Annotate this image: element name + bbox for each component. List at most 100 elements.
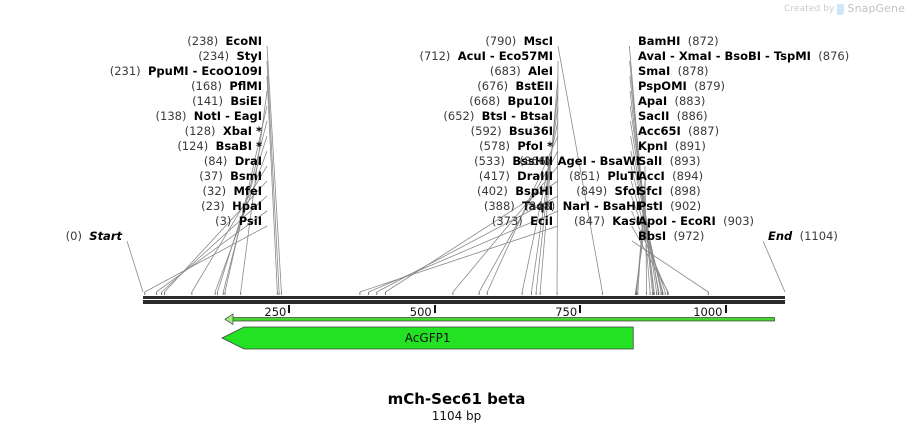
enzyme-name: Bsu36I	[508, 124, 553, 138]
transcript-arrow[interactable]	[224, 313, 775, 326]
enzyme-names: ApoI - EcoRI	[638, 214, 716, 228]
restriction-site-label[interactable]: (849) SfoI	[576, 185, 640, 198]
restriction-site-label[interactable]: Acc65I (887)	[638, 125, 719, 138]
plasmid-length: 1104 bp	[431, 409, 482, 423]
enzyme-names: PsiI	[239, 214, 262, 228]
restriction-site-label[interactable]: SfcI (898)	[638, 185, 701, 198]
enzyme-names: NotI - EagI	[193, 109, 262, 123]
restriction-site-label[interactable]: SmaI (878)	[638, 65, 709, 78]
site-position: (883)	[674, 94, 706, 108]
restriction-site-label[interactable]: PstI (902)	[638, 200, 701, 213]
restriction-site-label[interactable]: (683) AleI	[490, 65, 553, 78]
enzyme-name: SacII	[638, 109, 670, 123]
restriction-site-label[interactable]: (652) BtsI - BtsaI	[443, 110, 553, 123]
restriction-site-label[interactable]: (851) PluTI	[569, 170, 640, 183]
restriction-site-label[interactable]: (234) StyI	[198, 50, 262, 63]
feature-arrow[interactable]	[221, 326, 634, 350]
restriction-site-label[interactable]: SacII (886)	[638, 110, 708, 123]
site-position: (168)	[191, 79, 222, 93]
restriction-site-label[interactable]: (168) PflMI	[191, 80, 262, 93]
restriction-site-label[interactable]: AvaI - XmaI - BsoBI - TspMI (876)	[638, 50, 849, 63]
watermark-prefix: Created by	[783, 3, 835, 14]
restriction-site-label[interactable]: (417) DraIII	[479, 170, 553, 183]
restriction-site-label[interactable]: (676) BstEII	[477, 80, 553, 93]
restriction-site-label[interactable]: (138) NotI - EagI	[156, 110, 262, 123]
restriction-site-label[interactable]: ApaI (883)	[638, 95, 705, 108]
enzyme-name: EcoO109I	[201, 64, 262, 78]
restriction-site-label[interactable]: (402) BspHI	[477, 185, 553, 198]
end-label[interactable]: End (1104)	[768, 230, 838, 243]
enzyme-names: NarI - BsaHI	[562, 199, 640, 213]
restriction-site-label[interactable]: SalI (893)	[638, 155, 701, 168]
site-position: (878)	[677, 64, 709, 78]
restriction-site-label[interactable]: (866) AgeI - BsaWI	[519, 155, 640, 168]
ruler-label: 1000	[693, 305, 723, 319]
ruler-tick	[288, 305, 291, 313]
restriction-site-label[interactable]: (37) BsmI	[199, 170, 262, 183]
feature-label: AcGFP1	[404, 331, 451, 345]
enzyme-name: PpuMI	[148, 64, 189, 78]
end-position: (1104)	[799, 229, 838, 243]
site-position: (417)	[478, 169, 510, 183]
enzyme-names: BsmI	[230, 169, 262, 183]
restriction-site-label[interactable]: (32) MfeI	[203, 185, 262, 198]
enzyme-name: XmaI	[678, 49, 712, 63]
restriction-site-label[interactable]: (592) Bsu36I	[471, 125, 553, 138]
restriction-site-label[interactable]: (141) BsiEI	[192, 95, 262, 108]
enzyme-names: MscI	[524, 34, 553, 48]
watermark-brand: SnapGene	[847, 2, 905, 15]
snapgene-logo-icon	[837, 4, 845, 15]
enzyme-names: PpuMI - EcoO109I	[148, 64, 262, 78]
restriction-site-label[interactable]: BamHI (872)	[638, 35, 719, 48]
restriction-site-label[interactable]: (373) EciI	[492, 215, 553, 228]
site-position: (668)	[469, 94, 501, 108]
enzyme-names: AcuI - Eco57MI	[457, 49, 553, 63]
enzyme-name: BtsaI	[519, 109, 553, 123]
site-position: (898)	[669, 184, 701, 198]
restriction-site-label[interactable]: (578) PfoI *	[479, 140, 553, 153]
enzyme-names: PflMI	[229, 79, 262, 93]
restriction-site-label[interactable]: (23) HpaI	[201, 200, 262, 213]
restriction-site-label[interactable]: (3) PsiI	[215, 215, 262, 228]
restriction-site-label[interactable]: BbsI (972)	[638, 230, 704, 243]
restriction-site-label[interactable]: KpnI (891)	[638, 140, 706, 153]
restriction-site-label[interactable]: (533) BssHII	[474, 155, 553, 168]
restriction-site-label[interactable]: (238) EcoNI	[187, 35, 262, 48]
start-label[interactable]: (0) Start	[66, 230, 122, 243]
end-name: End	[768, 229, 793, 243]
enzyme-names: BtsI - BtsaI	[481, 109, 553, 123]
enzyme-name: BssHII	[512, 154, 553, 168]
restriction-site-label[interactable]: PspOMI (879)	[638, 80, 725, 93]
restriction-site-label[interactable]: (848) NarI - BsaHI	[524, 200, 640, 213]
ruler-tick	[724, 305, 727, 313]
page-title: mCh-Sec61 beta	[387, 390, 526, 408]
restriction-site-label[interactable]: AccI (894)	[638, 170, 703, 183]
enzyme-name: BamHI	[638, 34, 681, 48]
restriction-site-label[interactable]: (231) PpuMI - EcoO109I	[110, 65, 262, 78]
enzyme-names: BssHII	[512, 154, 553, 168]
enzyme-names: HpaI	[232, 199, 262, 213]
site-position: (533)	[474, 154, 506, 168]
enzyme-names: BamHI	[638, 34, 680, 48]
enzyme-names: BbsI	[638, 229, 666, 243]
restriction-site-label[interactable]: (388) TaqII	[484, 200, 553, 213]
enzyme-name: BbsI	[638, 229, 667, 243]
restriction-site-label[interactable]: (128) XbaI *	[185, 125, 262, 138]
restriction-site-label[interactable]: (84) DraI	[204, 155, 262, 168]
ruler-label: 500	[409, 305, 432, 319]
enzyme-name: KasI	[612, 214, 640, 228]
enzyme-name: PstI	[638, 199, 663, 213]
restriction-site-label[interactable]: (668) Bpu10I	[469, 95, 553, 108]
restriction-site-label[interactable]: (712) AcuI - Eco57MI	[419, 50, 553, 63]
restriction-site-label[interactable]: (124) BsaBI *	[177, 140, 262, 153]
enzyme-name: BsiEI	[230, 94, 262, 108]
restriction-site-label[interactable]: (847) KasI	[574, 215, 640, 228]
enzyme-names: PfoI *	[517, 139, 553, 153]
enzyme-name: BsaBI *	[215, 139, 262, 153]
enzyme-names: KasI	[612, 214, 640, 228]
enzyme-names: KpnI	[638, 139, 668, 153]
site-position: (141)	[192, 94, 223, 108]
restriction-site-label[interactable]: (790) MscI	[485, 35, 553, 48]
restriction-site-label[interactable]: ApoI - EcoRI (903)	[638, 215, 754, 228]
enzyme-names: DraIII	[517, 169, 553, 183]
